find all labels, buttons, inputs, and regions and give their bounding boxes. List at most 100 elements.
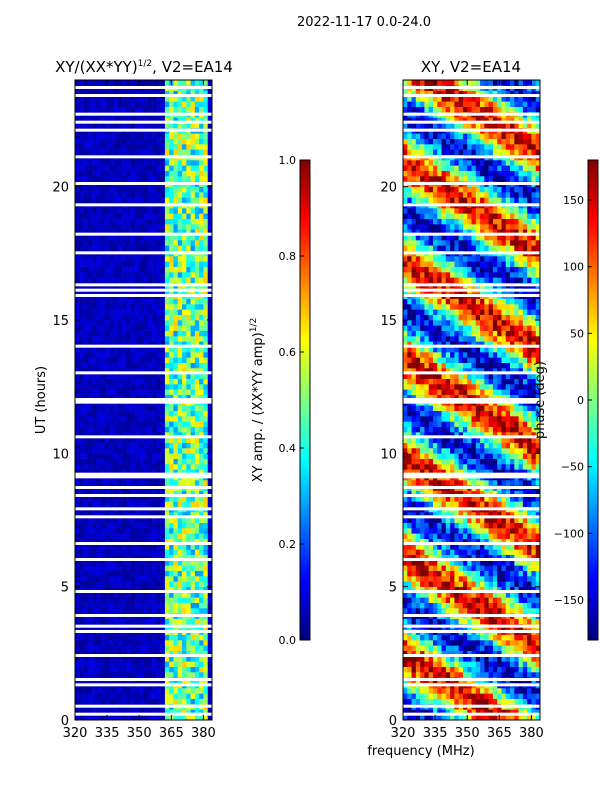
heatmap-cell <box>122 427 127 433</box>
heatmap-cell <box>169 459 174 465</box>
heatmap-cell <box>131 597 136 603</box>
heatmap-cell <box>514 693 519 699</box>
heatmap-cell <box>433 699 438 705</box>
heatmap-cell <box>88 597 93 603</box>
heatmap-cell <box>169 219 174 225</box>
heatmap-cell <box>135 304 140 310</box>
heatmap-cell <box>139 688 144 694</box>
heatmap-cell <box>506 688 511 694</box>
heatmap-cell <box>454 635 459 641</box>
heatmap-cell <box>199 576 204 582</box>
heatmap-cell <box>420 581 425 587</box>
heatmap-cell <box>84 619 89 625</box>
heatmap-cell <box>148 363 153 369</box>
heatmap-cell <box>152 619 157 625</box>
heatmap-cell <box>454 581 459 587</box>
heatmap-cell <box>450 576 455 582</box>
heatmap-cell <box>101 261 106 267</box>
heatmap-cell <box>161 357 166 363</box>
heatmap-cell <box>407 645 412 651</box>
heatmap-cell <box>186 171 191 177</box>
heatmap-cell <box>139 528 144 534</box>
heatmap-cell <box>144 277 149 283</box>
heatmap-cell <box>122 261 127 267</box>
heatmap-cell <box>139 443 144 449</box>
heatmap-cell <box>131 661 136 667</box>
heatmap-cell <box>510 608 515 614</box>
heatmap-cell <box>122 389 127 395</box>
heatmap-cell <box>429 635 434 641</box>
heatmap-cell <box>148 224 153 230</box>
heatmap-cell <box>424 667 429 673</box>
heatmap-cell <box>523 699 528 705</box>
heatmap-cell <box>169 693 174 699</box>
heatmap-cell <box>144 571 149 577</box>
heatmap-cell <box>165 144 170 150</box>
heatmap-cell <box>152 80 157 86</box>
heatmap-cell <box>114 165 119 171</box>
heatmap-cell <box>165 240 170 246</box>
heatmap-cell <box>169 192 174 198</box>
heatmap-cell <box>510 576 515 582</box>
heatmap-cell <box>165 576 170 582</box>
heatmap-cell <box>92 352 97 358</box>
heatmap-cell <box>148 459 153 465</box>
heatmap-cell <box>169 581 174 587</box>
heatmap-cell <box>489 565 494 571</box>
heatmap-cell <box>79 197 84 203</box>
heatmap-cell <box>122 667 127 673</box>
heatmap-cell <box>165 101 170 107</box>
heatmap-cell <box>148 608 153 614</box>
heatmap-cell <box>407 693 412 699</box>
heatmap-cell <box>173 277 178 283</box>
flagged-row <box>75 654 212 657</box>
heatmap-cell <box>191 667 196 673</box>
heatmap-cell <box>105 379 110 385</box>
heatmap-cell <box>152 272 157 278</box>
heatmap-cell <box>75 480 80 486</box>
heatmap-cell <box>165 597 170 603</box>
heatmap-cell <box>459 693 464 699</box>
heatmap-cell <box>79 389 84 395</box>
heatmap-cell <box>472 672 477 678</box>
heatmap-cell <box>109 448 114 454</box>
heatmap-cell <box>92 171 97 177</box>
heatmap-cell <box>101 80 106 86</box>
heatmap-cell <box>84 240 89 246</box>
heatmap-cell <box>169 443 174 449</box>
heatmap-cell <box>472 635 477 641</box>
heatmap-cell <box>182 176 187 182</box>
heatmap-cell <box>131 464 136 470</box>
heatmap-cell <box>527 581 532 587</box>
heatmap-cell <box>101 325 106 331</box>
heatmap-cell <box>156 272 161 278</box>
heatmap-cell <box>126 379 131 385</box>
heatmap-cell <box>186 261 191 267</box>
heatmap-cell <box>195 256 200 262</box>
heatmap-cell <box>199 315 204 321</box>
heatmap-cell <box>484 571 489 577</box>
heatmap-cell <box>484 565 489 571</box>
heatmap-cell <box>433 635 438 641</box>
heatmap-cell <box>203 549 208 555</box>
heatmap-cell <box>493 699 498 705</box>
heatmap-cell <box>165 667 170 673</box>
heatmap-cell <box>156 315 161 321</box>
heatmap-cell <box>156 608 161 614</box>
heatmap-cell <box>79 315 84 321</box>
heatmap-cell <box>450 635 455 641</box>
heatmap-cell <box>118 501 123 507</box>
heatmap-cell <box>531 635 536 641</box>
heatmap-cell <box>105 581 110 587</box>
heatmap-cell <box>109 640 114 646</box>
heatmap-cell <box>161 245 166 251</box>
heatmap-cell <box>173 245 178 251</box>
heatmap-cell <box>446 645 451 651</box>
heatmap-cell <box>191 331 196 337</box>
heatmap-cell <box>105 416 110 422</box>
heatmap-cell <box>195 411 200 417</box>
heatmap-cell <box>126 171 131 177</box>
heatmap-cell <box>92 645 97 651</box>
heatmap-cell <box>467 565 472 571</box>
heatmap-cell <box>165 219 170 225</box>
